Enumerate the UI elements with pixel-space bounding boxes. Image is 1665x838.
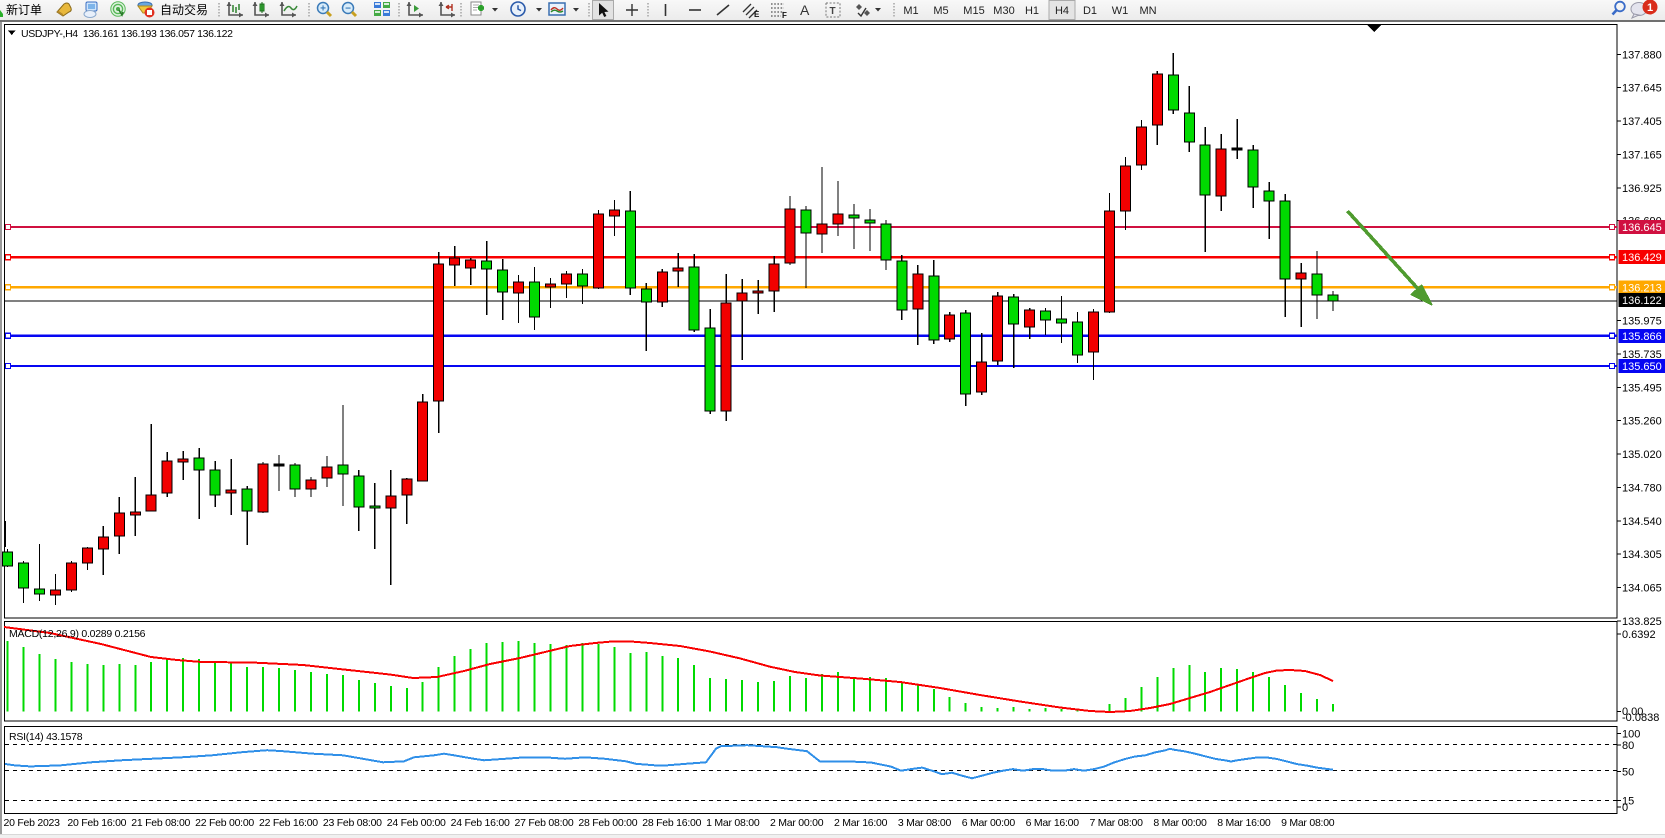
svg-text:134.540: 134.540 bbox=[1622, 516, 1662, 528]
svg-text:F: F bbox=[782, 11, 787, 20]
svg-text:20 Feb 2023: 20 Feb 2023 bbox=[4, 817, 61, 829]
svg-text:24 Feb 00:00: 24 Feb 00:00 bbox=[387, 817, 446, 829]
svg-text:MACD(12,26,9) 0.0289 0.2156: MACD(12,26,9) 0.0289 0.2156 bbox=[9, 628, 146, 640]
svg-text:28 Feb 16:00: 28 Feb 16:00 bbox=[642, 817, 701, 829]
svg-text:-0.0838: -0.0838 bbox=[1622, 712, 1659, 724]
svg-text:2 Mar 00:00: 2 Mar 00:00 bbox=[770, 817, 824, 829]
svg-text:7 Mar 08:00: 7 Mar 08:00 bbox=[1089, 817, 1143, 829]
svg-text:3 Mar 08:00: 3 Mar 08:00 bbox=[898, 817, 952, 829]
svg-text:100: 100 bbox=[1622, 729, 1640, 741]
svg-text:A: A bbox=[800, 2, 810, 18]
svg-text:135.650: 135.650 bbox=[1622, 361, 1662, 373]
svg-text:8 Mar 16:00: 8 Mar 16:00 bbox=[1217, 817, 1271, 829]
svg-text:28 Feb 00:00: 28 Feb 00:00 bbox=[578, 817, 637, 829]
svg-text:27 Feb 08:00: 27 Feb 08:00 bbox=[515, 817, 574, 829]
svg-text:137.880: 137.880 bbox=[1622, 49, 1662, 61]
svg-text:RSI(14) 43.1578: RSI(14) 43.1578 bbox=[9, 731, 83, 743]
svg-text:6 Mar 00:00: 6 Mar 00:00 bbox=[962, 817, 1016, 829]
svg-text:MN: MN bbox=[1139, 5, 1156, 17]
svg-text:136.213: 136.213 bbox=[1622, 282, 1662, 294]
svg-text:133.825: 133.825 bbox=[1622, 616, 1662, 628]
svg-text:137.405: 137.405 bbox=[1622, 116, 1662, 128]
svg-text:134.065: 134.065 bbox=[1622, 582, 1662, 594]
svg-text:136.925: 136.925 bbox=[1622, 183, 1662, 195]
svg-text:20 Feb 16:00: 20 Feb 16:00 bbox=[67, 817, 126, 829]
svg-text:2 Mar 16:00: 2 Mar 16:00 bbox=[834, 817, 888, 829]
svg-text:135.495: 135.495 bbox=[1622, 383, 1662, 395]
svg-text:+: + bbox=[320, 4, 326, 15]
svg-text:23 Feb 08:00: 23 Feb 08:00 bbox=[323, 817, 382, 829]
svg-text:136.645: 136.645 bbox=[1622, 222, 1662, 234]
svg-text:9 Mar 08:00: 9 Mar 08:00 bbox=[1281, 817, 1335, 829]
svg-text:6 Mar 16:00: 6 Mar 16:00 bbox=[1026, 817, 1080, 829]
svg-text:M1: M1 bbox=[903, 5, 918, 17]
svg-text:136.429: 136.429 bbox=[1622, 252, 1662, 264]
svg-text:1: 1 bbox=[1647, 2, 1653, 14]
svg-text:M5: M5 bbox=[933, 5, 948, 17]
svg-text:USDJPY-,H4 136.161 136.193 13: USDJPY-,H4 136.161 136.193 136.057 136.1… bbox=[21, 28, 233, 40]
svg-text:50: 50 bbox=[1622, 767, 1634, 779]
svg-text:0.6392: 0.6392 bbox=[1622, 629, 1656, 641]
svg-text:135.975: 135.975 bbox=[1622, 316, 1662, 328]
svg-text:136.122: 136.122 bbox=[1622, 295, 1662, 307]
svg-text:24 Feb 16:00: 24 Feb 16:00 bbox=[451, 817, 510, 829]
svg-text:1 Mar 08:00: 1 Mar 08:00 bbox=[706, 817, 760, 829]
svg-text:22 Feb 16:00: 22 Feb 16:00 bbox=[259, 817, 318, 829]
svg-text:H1: H1 bbox=[1025, 5, 1039, 17]
svg-text:T: T bbox=[830, 6, 836, 17]
svg-text:137.165: 137.165 bbox=[1622, 149, 1662, 161]
svg-text:−: − bbox=[345, 4, 351, 15]
svg-text:H4: H4 bbox=[1055, 5, 1069, 17]
svg-text:M30: M30 bbox=[993, 5, 1014, 17]
svg-text:135.866: 135.866 bbox=[1622, 331, 1662, 343]
svg-text:135.260: 135.260 bbox=[1622, 415, 1662, 427]
svg-text:E: E bbox=[754, 10, 760, 19]
svg-text:135.020: 135.020 bbox=[1622, 449, 1662, 461]
svg-text:134.780: 134.780 bbox=[1622, 483, 1662, 495]
svg-text:D1: D1 bbox=[1083, 5, 1097, 17]
svg-text:自动交易: 自动交易 bbox=[160, 2, 208, 17]
svg-text:134.305: 134.305 bbox=[1622, 549, 1662, 561]
svg-text:8 Mar 00:00: 8 Mar 00:00 bbox=[1153, 817, 1207, 829]
svg-text:137.645: 137.645 bbox=[1622, 82, 1662, 94]
svg-text:22 Feb 00:00: 22 Feb 00:00 bbox=[195, 817, 254, 829]
svg-text:21 Feb 08:00: 21 Feb 08:00 bbox=[131, 817, 190, 829]
svg-text:0: 0 bbox=[1622, 802, 1628, 814]
svg-text:新订单: 新订单 bbox=[6, 2, 42, 17]
svg-text:W1: W1 bbox=[1112, 5, 1129, 17]
svg-text:80: 80 bbox=[1622, 740, 1634, 752]
svg-text:M15: M15 bbox=[963, 5, 984, 17]
